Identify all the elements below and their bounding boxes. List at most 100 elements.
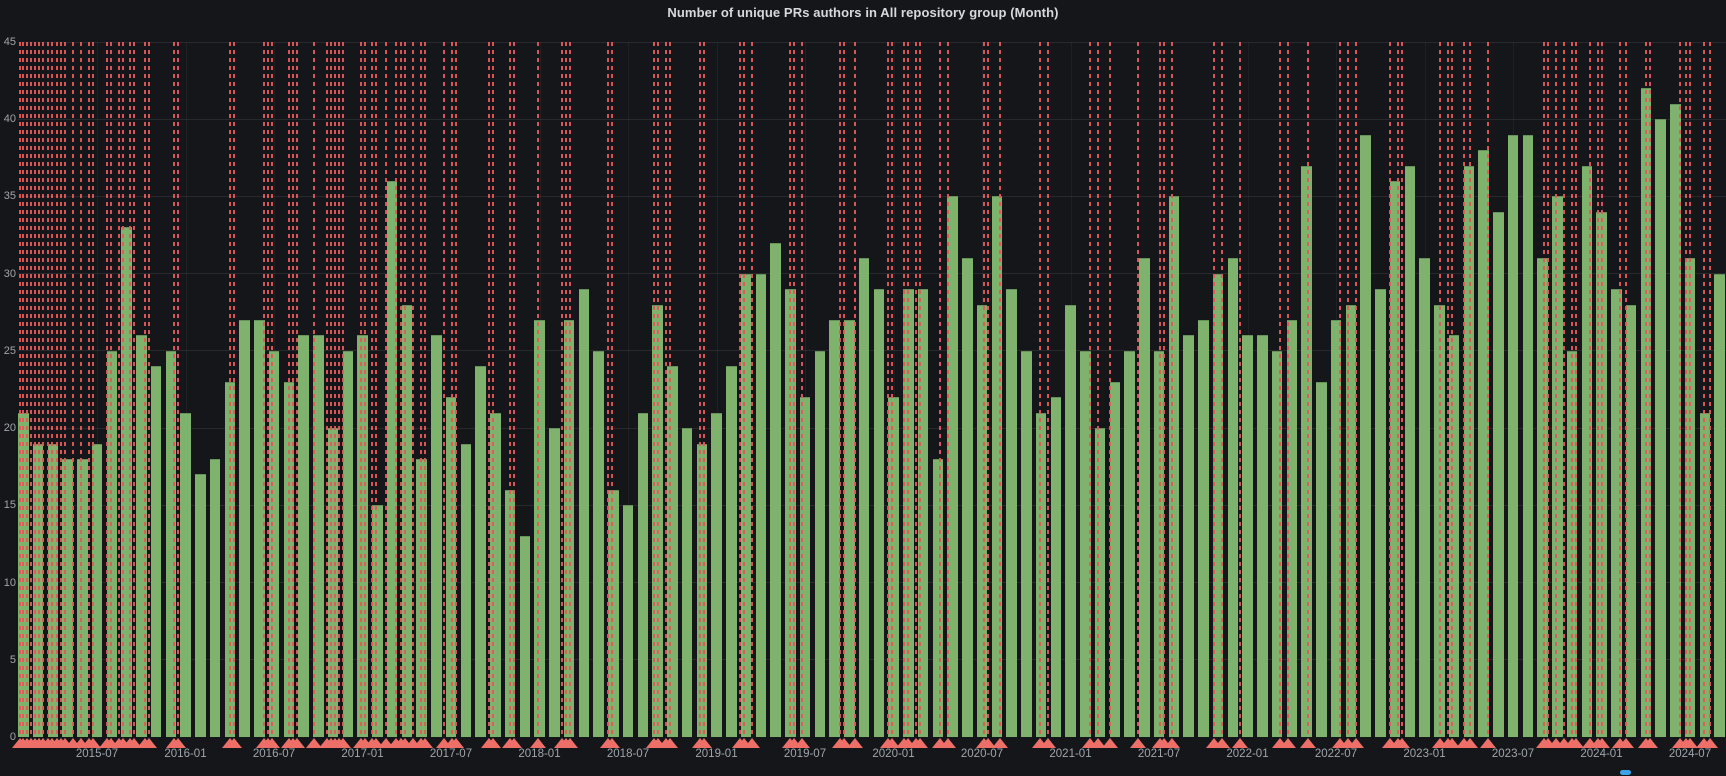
annotation-marker[interactable] xyxy=(1480,738,1496,748)
bar[interactable] xyxy=(1463,165,1474,737)
annotation-marker[interactable] xyxy=(940,738,956,748)
bar[interactable] xyxy=(1625,304,1637,737)
bar[interactable] xyxy=(1330,320,1342,737)
annotation-marker[interactable] xyxy=(847,738,863,748)
bar[interactable] xyxy=(460,443,471,737)
bar[interactable] xyxy=(1168,196,1179,737)
bar[interactable] xyxy=(593,350,604,737)
bar[interactable] xyxy=(1257,335,1268,737)
bar[interactable] xyxy=(121,227,132,737)
bar[interactable] xyxy=(1006,289,1017,737)
bar[interactable] xyxy=(726,366,737,737)
legend-indicator[interactable] xyxy=(1620,770,1631,775)
bar[interactable] xyxy=(681,428,693,737)
bar[interactable] xyxy=(814,350,825,737)
bar[interactable] xyxy=(254,320,265,737)
annotation-marker[interactable] xyxy=(992,738,1008,748)
bar[interactable] xyxy=(770,242,781,737)
bar[interactable] xyxy=(888,397,899,737)
bar[interactable] xyxy=(991,196,1002,737)
bar[interactable] xyxy=(1050,397,1061,737)
bar[interactable] xyxy=(1065,304,1076,737)
bar[interactable] xyxy=(1611,289,1622,737)
bar[interactable] xyxy=(136,335,147,737)
bar[interactable] xyxy=(62,459,73,737)
bar[interactable] xyxy=(150,366,162,737)
bar[interactable] xyxy=(1714,273,1725,737)
annotation-marker[interactable] xyxy=(696,738,712,748)
bar[interactable] xyxy=(976,304,988,737)
bar[interactable] xyxy=(1271,350,1283,737)
bar[interactable] xyxy=(1242,335,1253,737)
annotation-marker[interactable] xyxy=(1642,738,1658,748)
annotation-marker[interactable] xyxy=(448,738,464,748)
bar[interactable] xyxy=(180,412,191,737)
annotation-marker[interactable] xyxy=(1102,738,1118,748)
annotation-marker[interactable] xyxy=(1232,738,1248,748)
bar[interactable] xyxy=(549,428,560,737)
bar[interactable] xyxy=(1419,258,1430,737)
annotation-marker[interactable] xyxy=(1040,738,1056,748)
bar[interactable] xyxy=(1448,335,1460,737)
bar[interactable] xyxy=(1581,165,1592,737)
bar[interactable] xyxy=(740,273,752,737)
annotation-marker[interactable] xyxy=(170,738,186,748)
bar[interactable] xyxy=(858,258,870,737)
annotation-marker[interactable] xyxy=(1462,738,1478,748)
bar[interactable] xyxy=(1537,258,1548,737)
bar[interactable] xyxy=(873,289,884,737)
annotation-marker[interactable] xyxy=(289,738,305,748)
bar[interactable] xyxy=(1316,381,1327,737)
bar[interactable] xyxy=(1360,134,1371,737)
bar[interactable] xyxy=(475,366,486,737)
annotation-marker[interactable] xyxy=(530,738,546,748)
bar[interactable] xyxy=(1478,150,1489,737)
bar[interactable] xyxy=(490,412,501,737)
bar[interactable] xyxy=(1198,320,1209,737)
bar[interactable] xyxy=(608,489,619,737)
bar[interactable] xyxy=(431,335,442,737)
annotation-marker[interactable] xyxy=(264,738,280,748)
annotation-marker[interactable] xyxy=(485,738,501,748)
bar[interactable] xyxy=(534,320,545,737)
annotation-marker[interactable] xyxy=(1568,738,1584,748)
annotation-marker[interactable] xyxy=(1618,738,1634,748)
annotation-marker[interactable] xyxy=(85,738,101,748)
annotation-marker[interactable] xyxy=(1090,738,1106,748)
bar[interactable] xyxy=(357,335,368,737)
bar[interactable] xyxy=(917,289,929,737)
annotation-marker[interactable] xyxy=(141,738,157,748)
annotation-marker[interactable] xyxy=(1682,738,1698,748)
bar[interactable] xyxy=(372,505,383,737)
bar[interactable] xyxy=(962,258,973,737)
bar[interactable] xyxy=(932,459,943,737)
bar[interactable] xyxy=(401,304,412,737)
bar[interactable] xyxy=(947,196,958,737)
bar[interactable] xyxy=(1212,273,1224,737)
bar[interactable] xyxy=(1404,165,1415,737)
bar[interactable] xyxy=(195,474,206,737)
bar[interactable] xyxy=(1183,335,1194,737)
annotation-marker[interactable] xyxy=(912,738,928,748)
bar[interactable] xyxy=(77,459,88,737)
annotation-marker[interactable] xyxy=(980,738,996,748)
annotation-marker[interactable] xyxy=(1280,738,1296,748)
annotation-marker[interactable] xyxy=(1444,738,1460,748)
bar[interactable] xyxy=(1124,350,1135,737)
bar[interactable] xyxy=(342,350,353,737)
annotation-marker[interactable] xyxy=(335,738,351,748)
annotation-marker[interactable] xyxy=(1702,738,1718,748)
annotation-marker[interactable] xyxy=(378,738,394,748)
bar[interactable] xyxy=(844,320,855,737)
bar[interactable] xyxy=(268,350,280,737)
bar[interactable] xyxy=(696,443,707,737)
annotation-marker[interactable] xyxy=(1164,738,1180,748)
annotation-marker[interactable] xyxy=(506,738,522,748)
bar[interactable] xyxy=(1655,119,1666,737)
bar[interactable] xyxy=(667,366,678,737)
bar[interactable] xyxy=(239,320,250,737)
bar[interactable] xyxy=(165,350,176,737)
annotation-marker[interactable] xyxy=(417,738,433,748)
bar[interactable] xyxy=(1552,196,1563,737)
annotation-marker[interactable] xyxy=(1300,738,1316,748)
